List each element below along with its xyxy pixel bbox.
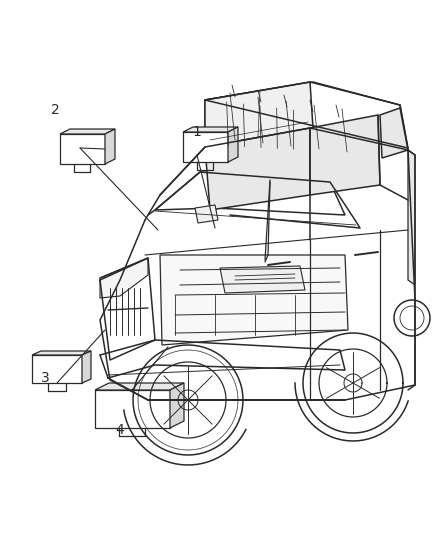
Polygon shape (60, 129, 115, 134)
Polygon shape (195, 205, 218, 223)
Polygon shape (183, 127, 238, 132)
Polygon shape (220, 266, 305, 293)
Polygon shape (100, 258, 148, 298)
Polygon shape (32, 355, 82, 383)
Text: 1: 1 (193, 125, 201, 139)
Polygon shape (228, 127, 238, 162)
Polygon shape (155, 172, 345, 215)
Text: 3: 3 (41, 371, 49, 385)
Polygon shape (408, 150, 415, 285)
Polygon shape (170, 383, 184, 428)
Polygon shape (60, 134, 105, 164)
Polygon shape (32, 351, 91, 355)
Polygon shape (205, 82, 408, 150)
Polygon shape (160, 255, 348, 345)
Polygon shape (95, 390, 170, 428)
Polygon shape (105, 129, 115, 164)
Polygon shape (95, 383, 184, 390)
Text: 4: 4 (116, 423, 124, 437)
Polygon shape (205, 128, 310, 210)
Polygon shape (310, 115, 380, 195)
Polygon shape (183, 132, 228, 162)
Polygon shape (82, 351, 91, 383)
Polygon shape (380, 108, 408, 158)
Text: 2: 2 (51, 103, 60, 117)
Polygon shape (205, 82, 313, 147)
